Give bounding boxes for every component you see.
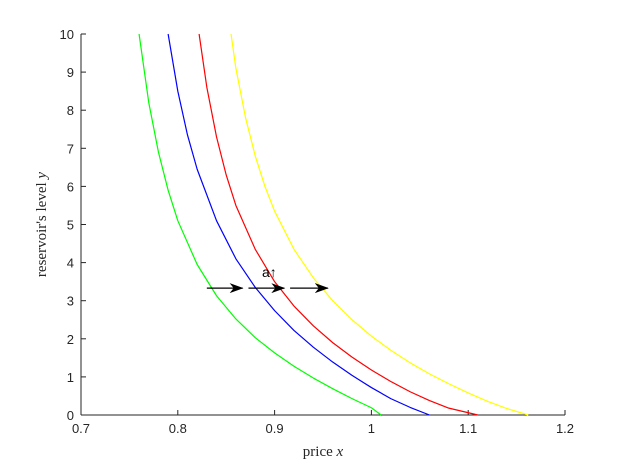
y-tick-label: 3 (67, 294, 74, 309)
axes: 0.7 0.8 0.9 1 1.1 1.2 0 1 2 3 4 5 6 7 8 9 10 (60, 27, 575, 436)
annotation-label: a↑ (262, 264, 277, 280)
y-tick-label: 4 (67, 256, 74, 271)
x-tick-label: 1.1 (459, 421, 477, 436)
y-tick-label: 0 (67, 408, 74, 423)
y-tick-label: 1 (67, 370, 74, 385)
series-line-1 (138, 33, 382, 416)
x-tick-label: 0.7 (72, 421, 90, 436)
x-tick-label: 1 (368, 421, 375, 436)
series-group (138, 33, 529, 416)
y-tick-label: 10 (60, 27, 74, 42)
x-axis-label: price x (303, 444, 344, 460)
y-tick-label: 2 (67, 332, 74, 347)
y-tick-label: 9 (67, 65, 74, 80)
series-line-4 (230, 33, 529, 416)
y-tick-label: 5 (67, 218, 74, 233)
y-tick-label: 8 (67, 103, 74, 118)
series-line-3 (198, 33, 479, 416)
series-line-2 (167, 33, 430, 416)
x-tick-label: 0.9 (266, 421, 284, 436)
x-tick-label: 1.2 (556, 421, 574, 436)
y-axis-label: reservoir's level y (34, 172, 50, 278)
y-tick-label: 7 (67, 141, 74, 156)
x-tick-label: 0.8 (169, 421, 187, 436)
y-tick-label: 6 (67, 179, 74, 194)
annotations: a↑ (206, 264, 329, 294)
